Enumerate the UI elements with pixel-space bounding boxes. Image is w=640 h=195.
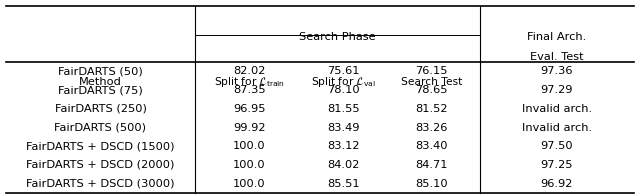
- Text: 100.0: 100.0: [233, 179, 266, 189]
- Text: 99.92: 99.92: [233, 122, 266, 133]
- Text: Final Arch.: Final Arch.: [527, 32, 586, 42]
- Text: 78.10: 78.10: [327, 85, 360, 95]
- Text: Search Test: Search Test: [401, 77, 462, 87]
- Text: 81.55: 81.55: [327, 104, 360, 114]
- Text: Split for $\mathcal{L}_{\rm val}$: Split for $\mathcal{L}_{\rm val}$: [311, 75, 376, 89]
- Text: 97.50: 97.50: [540, 141, 573, 151]
- Text: 100.0: 100.0: [233, 141, 266, 151]
- Text: 76.15: 76.15: [415, 66, 447, 76]
- Text: 83.40: 83.40: [415, 141, 447, 151]
- Text: 100.0: 100.0: [233, 160, 266, 170]
- Text: 85.51: 85.51: [327, 179, 360, 189]
- Text: FairDARTS (75): FairDARTS (75): [58, 85, 143, 95]
- Text: 78.65: 78.65: [415, 85, 447, 95]
- Text: 83.26: 83.26: [415, 122, 447, 133]
- Text: 82.02: 82.02: [233, 66, 266, 76]
- Text: Invalid arch.: Invalid arch.: [522, 122, 592, 133]
- Text: 96.95: 96.95: [233, 104, 266, 114]
- Text: FairDARTS + DSCD (3000): FairDARTS + DSCD (3000): [26, 179, 175, 189]
- Text: 96.92: 96.92: [541, 179, 573, 189]
- Text: 84.02: 84.02: [327, 160, 360, 170]
- Text: Eval. Test: Eval. Test: [530, 52, 584, 62]
- Text: Split for $\mathcal{L}_{\rm train}$: Split for $\mathcal{L}_{\rm train}$: [214, 75, 285, 89]
- Text: FairDARTS (500): FairDARTS (500): [54, 122, 147, 133]
- Text: 97.25: 97.25: [541, 160, 573, 170]
- Text: 75.61: 75.61: [327, 66, 360, 76]
- Text: 84.71: 84.71: [415, 160, 447, 170]
- Text: FairDARTS (50): FairDARTS (50): [58, 66, 143, 76]
- Text: 85.10: 85.10: [415, 179, 447, 189]
- Text: Method: Method: [79, 77, 122, 87]
- Text: 97.36: 97.36: [541, 66, 573, 76]
- Text: FairDARTS (250): FairDARTS (250): [54, 104, 147, 114]
- Text: Invalid arch.: Invalid arch.: [522, 104, 592, 114]
- Text: FairDARTS + DSCD (1500): FairDARTS + DSCD (1500): [26, 141, 175, 151]
- Text: 83.12: 83.12: [327, 141, 360, 151]
- Text: Search Phase: Search Phase: [299, 32, 376, 42]
- Text: 83.49: 83.49: [327, 122, 360, 133]
- Text: FairDARTS + DSCD (2000): FairDARTS + DSCD (2000): [26, 160, 175, 170]
- Text: 81.52: 81.52: [415, 104, 447, 114]
- Text: 97.29: 97.29: [541, 85, 573, 95]
- Text: 87.35: 87.35: [233, 85, 266, 95]
